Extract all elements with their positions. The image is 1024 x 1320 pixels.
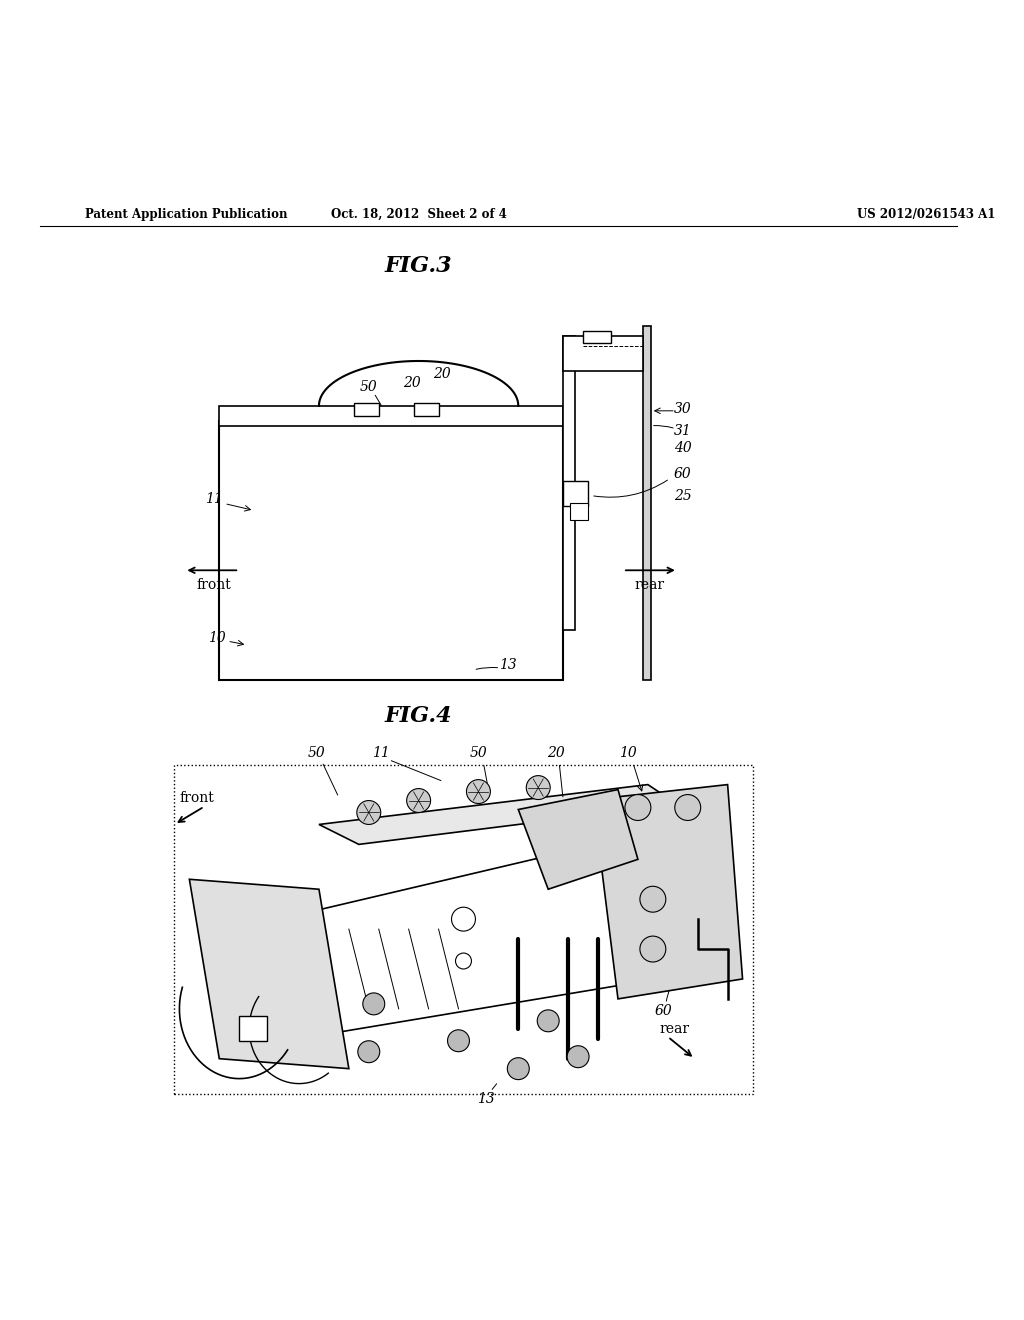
Bar [219,405,563,426]
Circle shape [640,886,666,912]
Text: 60: 60 [655,1003,673,1018]
Text: 13: 13 [477,1092,496,1106]
Bar [174,764,753,1093]
Text: US 2012/0261543 A1: US 2012/0261543 A1 [857,209,995,220]
Text: rear: rear [659,1022,690,1036]
Text: 13: 13 [500,657,517,672]
Circle shape [356,800,381,825]
Text: 20: 20 [433,367,451,381]
Circle shape [526,776,550,800]
Circle shape [507,1057,529,1080]
Circle shape [447,1030,469,1052]
Circle shape [357,1040,380,1063]
Text: 50: 50 [308,746,326,760]
Polygon shape [518,789,638,890]
Text: front: front [197,578,231,593]
Circle shape [407,788,430,813]
Text: 50: 50 [470,746,487,760]
Circle shape [675,795,700,821]
Bar [563,480,588,506]
Text: 40: 40 [674,441,691,454]
Text: 60: 60 [674,466,691,480]
Text: Patent Application Publication: Patent Application Publication [85,209,287,220]
Circle shape [640,936,666,962]
Text: 31: 31 [674,424,691,438]
Text: M2: M2 [589,330,609,343]
Text: 30: 30 [674,401,691,416]
Circle shape [567,1045,589,1068]
Text: Oct. 18, 2012  Sheet 2 of 4: Oct. 18, 2012 Sheet 2 of 4 [331,209,507,220]
Polygon shape [593,784,742,999]
Polygon shape [189,879,349,1069]
Text: 11: 11 [206,491,223,506]
Text: FIG.4: FIG.4 [385,705,453,727]
Text: 10: 10 [209,631,226,645]
Text: 10: 10 [620,746,637,760]
Text: 50: 50 [359,380,378,393]
Circle shape [625,795,651,821]
Bar [354,403,379,416]
Text: 11: 11 [372,746,389,760]
Bar [563,337,575,630]
Bar [563,337,643,371]
Polygon shape [318,784,678,845]
Text: front: front [179,791,214,805]
Text: FIG.3: FIG.3 [385,255,453,277]
Bar [643,326,651,680]
Bar [240,1016,267,1040]
Text: L2: L2 [602,342,618,355]
Text: 20: 20 [402,376,421,389]
Text: 20: 20 [547,746,565,760]
Text: 25: 25 [674,488,691,503]
Bar [570,503,588,520]
Circle shape [538,1010,559,1032]
Bar [414,403,438,416]
Circle shape [467,780,490,804]
Text: rear: rear [635,578,665,593]
Circle shape [362,993,385,1015]
Bar [583,331,611,343]
Bar [219,421,563,680]
